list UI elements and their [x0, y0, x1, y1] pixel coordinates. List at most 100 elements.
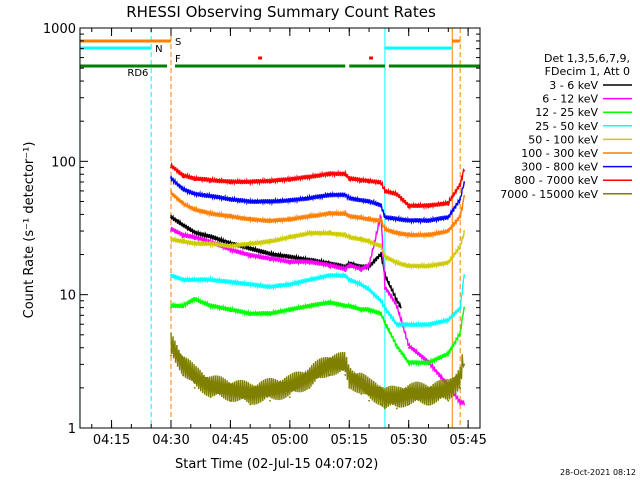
legend-label-2: 12 - 25 keV	[535, 106, 598, 119]
series-8-point-4	[229, 399, 232, 402]
series-7-point-17	[407, 206, 410, 209]
series-6-point-16	[395, 218, 398, 220]
series-6-point-18	[427, 219, 430, 222]
series-5-point-12	[360, 214, 363, 217]
series-6-point-11	[348, 197, 351, 199]
series-6-point-4	[229, 198, 232, 201]
series-2-point-0	[170, 306, 172, 309]
series-3-point-3	[209, 278, 212, 281]
legend-header-0: Det 1,3,5,6,7,9,	[544, 52, 630, 65]
y-tick-label: 100	[51, 155, 76, 170]
series-3-point-15	[384, 306, 386, 309]
series-4-point-0	[170, 236, 172, 239]
series-6-point-9	[328, 194, 331, 196]
series-line-6	[170, 175, 465, 226]
series-0-point-1	[181, 224, 184, 227]
series-1-point-12	[360, 270, 363, 273]
series-5-point-10	[344, 210, 347, 213]
series-8-point-18	[427, 403, 430, 406]
series-7-point-8	[308, 177, 311, 180]
series-8-point-15	[384, 407, 386, 410]
series-7-point-5	[249, 182, 252, 185]
series-2-point-21	[463, 306, 466, 309]
series-5-point-11	[348, 213, 351, 216]
series-6-point-15	[384, 216, 386, 219]
series-0-point-17	[395, 299, 398, 302]
series-7-point-11	[348, 179, 351, 182]
series-3-point-17	[407, 323, 410, 326]
series-6-point-6	[269, 200, 271, 203]
series-1-point-4	[229, 250, 232, 253]
series-6-point-3	[209, 195, 212, 197]
series-2-point-4	[229, 310, 232, 313]
series-4-point-8	[308, 230, 311, 232]
series-3-point-4	[229, 280, 232, 283]
series-line-3	[170, 271, 465, 330]
series-3-point-8	[308, 278, 311, 281]
series-1-point-11	[348, 266, 351, 269]
series-3-point-9	[328, 274, 331, 277]
series-1-point-20	[459, 403, 462, 406]
series-4-point-18	[427, 263, 430, 265]
legend-label-0: 3 - 6 keV	[549, 79, 598, 92]
series-7-point-15	[384, 191, 386, 194]
x-tick-label: 05:45	[449, 433, 486, 448]
series-2-point-16	[395, 346, 398, 349]
series-3-point-18	[427, 323, 430, 326]
series-line-7	[170, 161, 465, 211]
series-6-point-17	[407, 219, 410, 222]
series-8-point-7	[288, 396, 291, 399]
series-8-point-19	[447, 399, 450, 402]
series-2-point-19	[447, 354, 450, 357]
series-4-point-5	[249, 240, 252, 243]
x-tick-label: 04:30	[152, 433, 189, 448]
series-0-point-14	[380, 253, 382, 256]
series-3-point-16	[395, 323, 398, 326]
series-3-point-10	[344, 274, 347, 277]
series-8-point-14	[380, 403, 382, 406]
series-3-point-6	[269, 285, 271, 288]
series-7-point-0	[170, 166, 172, 169]
series-2-point-10	[344, 306, 347, 309]
flag-rd6-segment-3	[388, 64, 480, 68]
series-0-point-3	[209, 236, 212, 239]
series-0-point-18	[399, 306, 402, 309]
series-4	[170, 228, 466, 271]
series-2-point-1	[181, 306, 184, 309]
legend-label-4: 50 - 100 keV	[528, 133, 598, 146]
flag-f: F	[175, 54, 374, 65]
series-8-point-21	[463, 363, 466, 366]
series-7-point-3	[209, 181, 212, 183]
series-1-point-0	[170, 230, 172, 232]
series-2-point-14	[380, 314, 382, 317]
series-1-point-14	[380, 216, 382, 219]
series-8	[170, 332, 466, 410]
flag-rd6-segment-0	[79, 64, 168, 68]
series-6-point-10	[344, 194, 347, 196]
series-6-point-14	[380, 204, 382, 206]
series-8-point-16	[395, 407, 398, 410]
series-8-point-13	[368, 399, 370, 402]
series-5-point-7	[288, 216, 291, 219]
series-2	[170, 296, 466, 368]
series-layer	[170, 161, 466, 410]
series-5-point-16	[395, 230, 398, 232]
series-line-8	[170, 332, 465, 409]
flag-n: N	[79, 44, 453, 55]
series-3-point-2	[193, 278, 196, 281]
series-5-point-5	[249, 216, 252, 219]
series-3-point-20	[459, 306, 462, 309]
series-5-point-20	[459, 213, 462, 216]
series-3-point-14	[380, 299, 382, 302]
series-3-point-1	[181, 278, 184, 281]
series-3	[170, 271, 466, 330]
plot-frame	[79, 27, 481, 429]
series-0-point-16	[387, 283, 390, 286]
series-3-point-7	[288, 283, 291, 286]
series-4-point-13	[368, 238, 370, 241]
series-2-point-8	[308, 306, 311, 309]
series-8-point-12	[360, 393, 363, 395]
legend-header-1: FDecim 1, Att 0	[545, 65, 630, 78]
series-6-point-21	[463, 181, 466, 183]
